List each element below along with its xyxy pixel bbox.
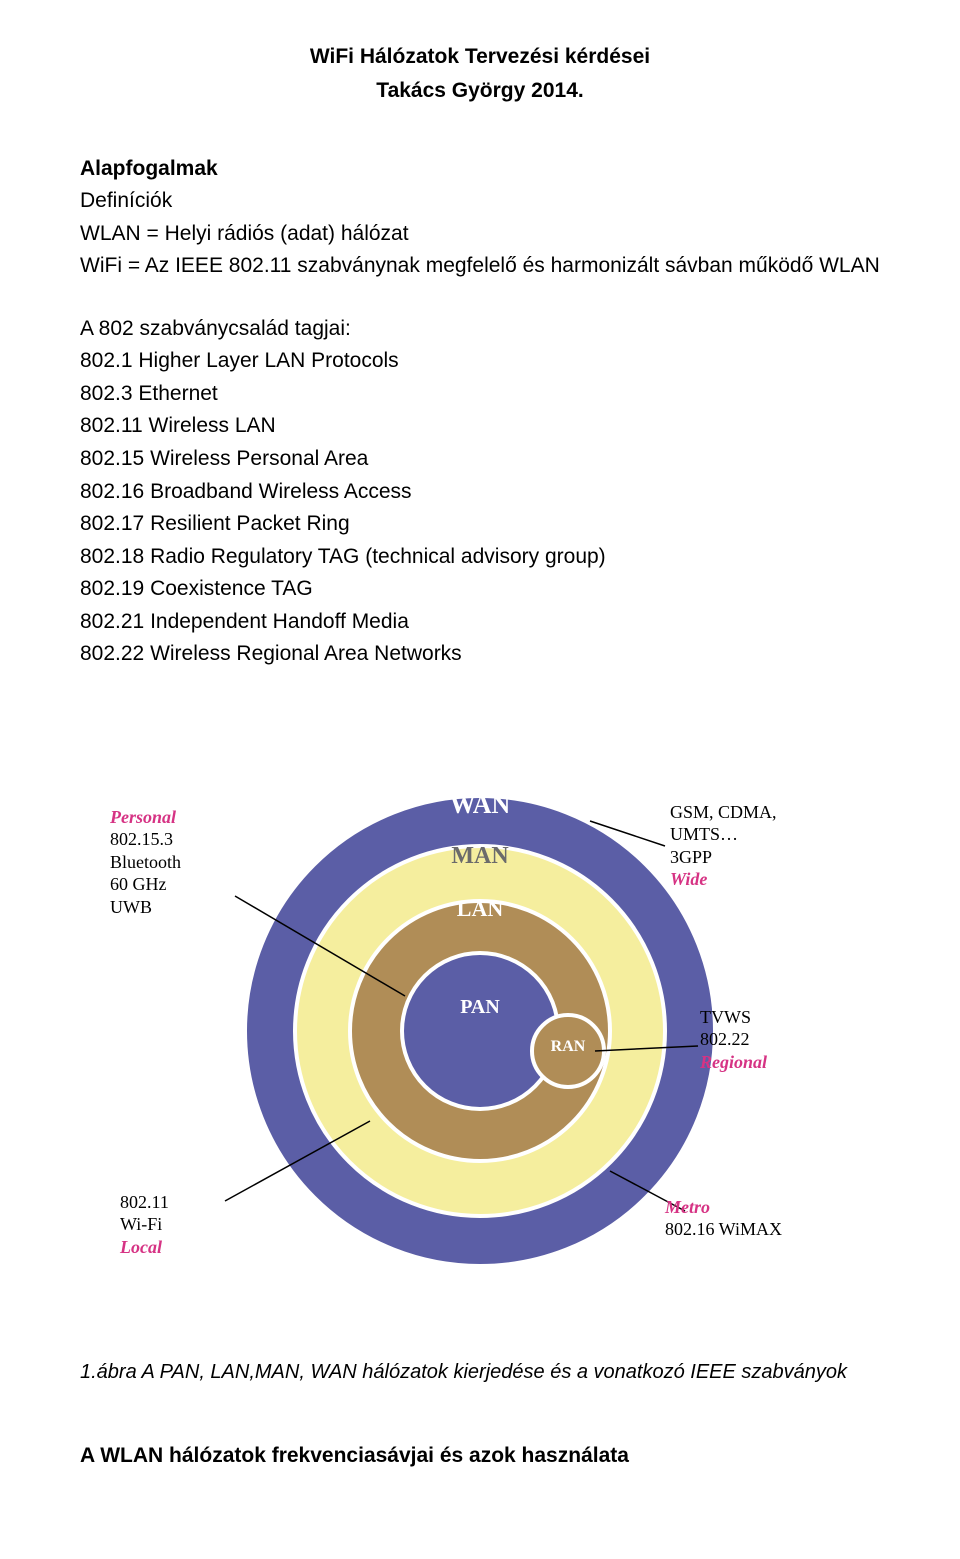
- svg-text:LAN: LAN: [457, 896, 504, 921]
- section-wlan-freq-heading: A WLAN hálózatok frekvenciasávjai és azo…: [80, 1444, 880, 1468]
- page-title-line2: Takács György 2014.: [80, 74, 880, 108]
- section-802family-heading: A 802 szabványcsalád tagjai:: [80, 313, 880, 346]
- svg-text:WAN: WAN: [450, 790, 511, 819]
- page-title-line1: WiFi Hálózatok Tervezési kérdései: [80, 40, 880, 74]
- figure-caption: 1.ábra A PAN, LAN,MAN, WAN hálózatok kie…: [80, 1361, 880, 1384]
- standard-item: 802.19 Coexistence TAG: [80, 573, 880, 606]
- standard-item: 802.18 Radio Regulatory TAG (technical a…: [80, 541, 880, 574]
- svg-text:PAN: PAN: [460, 996, 500, 1018]
- svg-text:RAN: RAN: [551, 1038, 586, 1055]
- standard-item: 802.3 Ethernet: [80, 378, 880, 411]
- standard-item: 802.22 Wireless Regional Area Networks: [80, 638, 880, 671]
- label-wide: GSM, CDMA,UMTS…3GPPWide: [670, 801, 777, 891]
- label-local: 802.11Wi-FiLocal: [120, 1191, 169, 1259]
- label-regional: TVWS802.22Regional: [700, 1006, 767, 1074]
- svg-text:MAN: MAN: [451, 843, 509, 869]
- network-rings-diagram: WAN MAN LAN PAN RAN Personal802.15.3Blue…: [110, 751, 850, 1321]
- standard-item: 802.15 Wireless Personal Area: [80, 443, 880, 476]
- wlan-definition: WLAN = Helyi rádiós (adat) hálózat: [80, 218, 880, 251]
- standard-item: 802.21 Independent Handoff Media: [80, 606, 880, 639]
- label-personal: Personal802.15.3Bluetooth60 GHzUWB: [110, 806, 181, 919]
- label-metro: Metro802.16 WiMAX: [665, 1196, 782, 1241]
- section-alapfogalmak-heading: Alapfogalmak: [80, 157, 880, 181]
- standard-item: 802.11 Wireless LAN: [80, 410, 880, 443]
- standard-item: 802.17 Resilient Packet Ring: [80, 508, 880, 541]
- wifi-definition: WiFi = Az IEEE 802.11 szabványnak megfel…: [80, 250, 880, 283]
- standard-item: 802.16 Broadband Wireless Access: [80, 476, 880, 509]
- standard-item: 802.1 Higher Layer LAN Protocols: [80, 345, 880, 378]
- definitions-label: Definíciók: [80, 185, 880, 218]
